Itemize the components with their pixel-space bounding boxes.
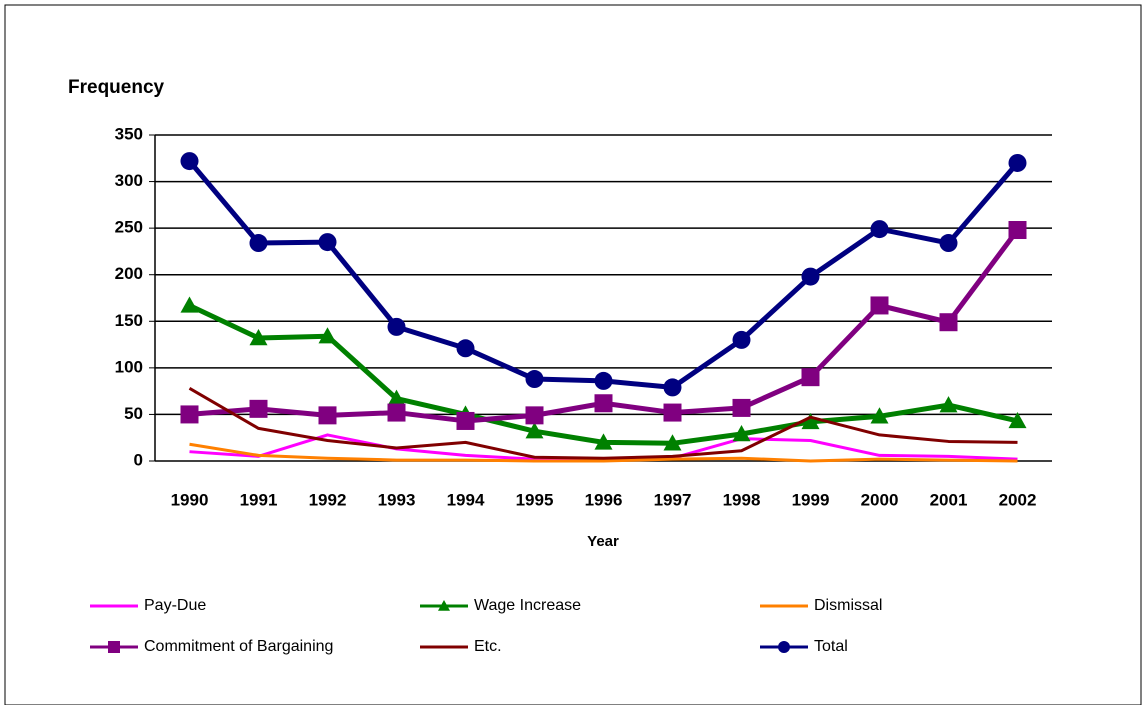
point bbox=[594, 394, 613, 413]
y-tick-label: 50 bbox=[124, 404, 143, 423]
x-tick-label: 1992 bbox=[309, 490, 347, 509]
x-tick-label: 2001 bbox=[930, 490, 968, 509]
point bbox=[318, 406, 337, 425]
point bbox=[180, 152, 199, 171]
y-tick-label: 200 bbox=[115, 264, 143, 283]
point bbox=[663, 434, 682, 451]
legend-label: Wage Increase bbox=[474, 597, 581, 614]
legend-label: Etc. bbox=[474, 638, 502, 655]
point bbox=[801, 368, 820, 387]
point bbox=[249, 234, 268, 253]
y-tick-label: 250 bbox=[115, 218, 143, 237]
point bbox=[249, 399, 268, 418]
x-tick-label: 1997 bbox=[654, 490, 692, 509]
x-tick-label: 2000 bbox=[861, 490, 899, 509]
point bbox=[594, 433, 613, 450]
point bbox=[732, 424, 751, 442]
series-line bbox=[188, 387, 1018, 460]
point bbox=[663, 378, 682, 397]
point bbox=[456, 411, 475, 430]
point bbox=[438, 600, 450, 611]
x-tick-label: 1995 bbox=[516, 490, 554, 509]
point bbox=[870, 407, 889, 424]
y-tick-label: 0 bbox=[134, 450, 143, 469]
point bbox=[525, 370, 544, 389]
y-tick-label: 300 bbox=[115, 171, 143, 190]
point bbox=[870, 296, 889, 315]
point bbox=[594, 371, 613, 390]
point bbox=[525, 406, 544, 425]
point bbox=[939, 396, 958, 413]
x-tick-label: 1991 bbox=[240, 490, 278, 509]
y-tick-label: 150 bbox=[115, 311, 143, 330]
legend-label: Total bbox=[814, 638, 848, 655]
point bbox=[939, 313, 958, 332]
point bbox=[387, 403, 406, 422]
y-axis-title: Frequency bbox=[68, 77, 165, 98]
point bbox=[318, 327, 337, 344]
point bbox=[939, 234, 958, 253]
point bbox=[525, 422, 544, 439]
point bbox=[663, 403, 682, 422]
point bbox=[1008, 153, 1027, 172]
legend-label: Pay-Due bbox=[144, 597, 206, 614]
point bbox=[778, 641, 790, 653]
point bbox=[801, 267, 820, 286]
x-tick-label: 1993 bbox=[378, 490, 416, 509]
x-tick-label: 1999 bbox=[792, 490, 830, 509]
legend-label: Commitment of Bargaining bbox=[144, 638, 333, 655]
point bbox=[387, 389, 406, 406]
point bbox=[249, 329, 268, 346]
point bbox=[1008, 411, 1027, 429]
x-tick-label: 1990 bbox=[171, 490, 209, 509]
point bbox=[318, 233, 337, 252]
y-tick-label: 100 bbox=[115, 357, 143, 376]
point bbox=[870, 220, 889, 239]
x-axis-title: Year bbox=[587, 533, 619, 550]
legend-label: Dismissal bbox=[814, 597, 882, 614]
x-tick-label: 1994 bbox=[447, 490, 485, 509]
x-tick-label: 1996 bbox=[585, 490, 623, 509]
point bbox=[1008, 221, 1027, 240]
frame bbox=[4, 4, 1142, 705]
x-tick-label: 1998 bbox=[723, 490, 761, 509]
point bbox=[180, 405, 199, 424]
y-tick-label: 350 bbox=[115, 124, 143, 143]
series-line bbox=[189, 442, 1018, 463]
point bbox=[180, 296, 199, 313]
point bbox=[456, 339, 475, 358]
x-tick-label: 2002 bbox=[999, 490, 1037, 509]
point bbox=[108, 641, 120, 653]
point bbox=[732, 330, 751, 349]
point bbox=[801, 412, 820, 430]
point bbox=[732, 398, 751, 417]
point bbox=[387, 317, 406, 336]
